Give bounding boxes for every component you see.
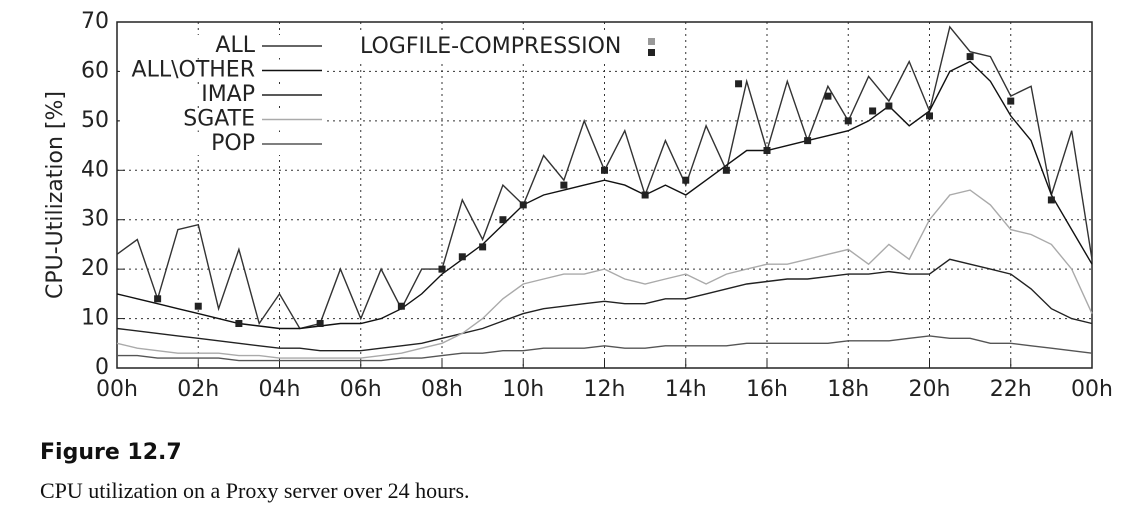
x-tick-label: 14h bbox=[665, 377, 707, 402]
marker bbox=[235, 320, 243, 328]
legend-swatch bbox=[648, 49, 655, 56]
x-tick-label: 00h bbox=[96, 377, 138, 402]
marker bbox=[1007, 97, 1015, 105]
chart: CPU-Utilization [%] 0 10 20 30 40 50 60 70 00h 02… bbox=[43, 9, 1113, 402]
y-tick-label: 0 bbox=[95, 355, 109, 380]
x-tick-label: 00h bbox=[1071, 377, 1113, 402]
x-tick-label: 18h bbox=[827, 377, 869, 402]
figure-label: Figure 12.7 bbox=[40, 440, 182, 465]
x-tick-label: 02h bbox=[177, 377, 219, 402]
x-tick-label: 10h bbox=[502, 377, 544, 402]
marker bbox=[479, 243, 487, 251]
marker bbox=[438, 265, 446, 273]
y-tick-label: 50 bbox=[81, 108, 109, 133]
y-tick-label: 30 bbox=[81, 207, 109, 232]
line bbox=[116, 258, 1093, 352]
legend-label: SGATE bbox=[183, 107, 255, 132]
legend-label: ALL\OTHER bbox=[132, 58, 255, 83]
legend-label: POP bbox=[211, 131, 255, 156]
marker bbox=[154, 295, 162, 303]
marker bbox=[885, 102, 893, 110]
legend-bg bbox=[120, 108, 326, 131]
marker bbox=[735, 80, 743, 88]
line bbox=[116, 60, 1093, 330]
line bbox=[117, 335, 1093, 362]
marker bbox=[519, 201, 527, 209]
marker bbox=[763, 147, 771, 155]
y-tick-label: 70 bbox=[81, 9, 109, 34]
legend-bg bbox=[120, 59, 326, 82]
line bbox=[116, 189, 1093, 359]
marker bbox=[641, 191, 649, 199]
x-tick-label: 04h bbox=[259, 377, 301, 402]
x-tick-label: 08h bbox=[421, 377, 463, 402]
marker bbox=[722, 166, 730, 174]
y-tick-label: 40 bbox=[81, 157, 109, 182]
figure-caption: CPU utilization on a Proxy server over 2… bbox=[40, 478, 470, 503]
x-tick-label: 22h bbox=[990, 377, 1032, 402]
y-tick-label: 10 bbox=[81, 306, 109, 331]
marker bbox=[560, 181, 568, 189]
legend-label: LOGFILE-COMPRESSION bbox=[360, 34, 621, 59]
marker bbox=[869, 107, 877, 115]
y-tick-label: 60 bbox=[81, 58, 109, 83]
marker bbox=[966, 53, 974, 61]
marker bbox=[499, 216, 507, 224]
x-tick-label: 06h bbox=[340, 377, 382, 402]
marker bbox=[844, 117, 852, 125]
legend-label: IMAP bbox=[201, 82, 255, 107]
marker bbox=[824, 92, 832, 100]
plot-frame bbox=[116, 21, 1093, 369]
marker bbox=[458, 253, 466, 261]
x-tick-label: 12h bbox=[584, 377, 626, 402]
marker bbox=[194, 302, 202, 310]
legend-bg bbox=[120, 133, 326, 155]
x-tick-label: 20h bbox=[909, 377, 951, 402]
marker bbox=[316, 320, 324, 328]
marker bbox=[1047, 196, 1055, 204]
legend-bg bbox=[120, 35, 326, 57]
marker bbox=[601, 166, 608, 174]
legend-bg bbox=[356, 34, 666, 60]
legend-swatch bbox=[648, 38, 655, 45]
marker bbox=[397, 302, 405, 310]
x-tick-label: 16h bbox=[746, 377, 788, 402]
y-axis-label: CPU-Utilization [%] bbox=[43, 91, 68, 299]
y-tick-label: 20 bbox=[81, 256, 109, 281]
marker bbox=[804, 137, 812, 145]
marker bbox=[682, 176, 690, 184]
marker bbox=[926, 112, 933, 120]
legend-label: ALL bbox=[215, 33, 255, 58]
legend-bg bbox=[120, 84, 326, 106]
